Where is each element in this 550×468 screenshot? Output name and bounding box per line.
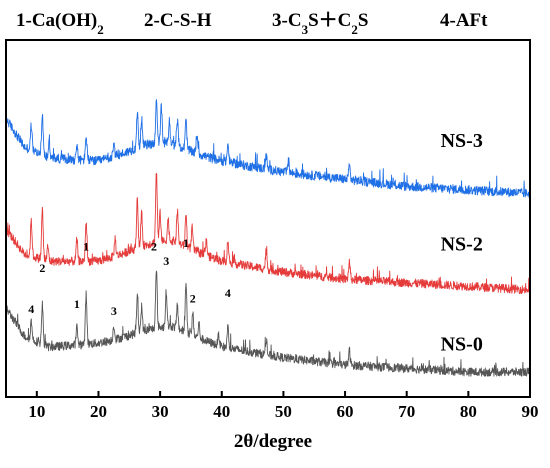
legend-entry-1: 1-Ca(OH)2 (16, 10, 104, 37)
series-label-ns-3: NS-3 (441, 130, 483, 152)
peak-label: 1 (83, 240, 89, 254)
x-tick-label-50: 50 (275, 402, 292, 421)
plot-frame (5, 39, 531, 398)
peak-label: 4 (225, 286, 231, 300)
legend-entry-4: 4-AFt (440, 10, 488, 31)
x-tick-label-30: 30 (152, 402, 169, 421)
legend: 1-Ca(OH)2 2-C-S-H 3-C3S＋C2S 4-AFt (16, 10, 488, 37)
series-label-ns-0: NS-0 (441, 334, 483, 356)
x-tick-label-20: 20 (90, 402, 107, 421)
x-tick-label-10: 10 (28, 402, 45, 421)
x-tick-label-60: 60 (337, 402, 354, 421)
series-line-ns-3 (5, 99, 531, 199)
series-line-ns-2 (5, 172, 531, 295)
x-axis-title: 2θ/degree (234, 431, 312, 452)
x-axis-ticks: 10 20 30 40 50 60 70 80 90 (28, 391, 539, 421)
series-line-ns-0 (5, 270, 531, 377)
peak-label: 3 (163, 254, 169, 268)
peak-label: 3 (111, 304, 117, 318)
x-tick-label-80: 80 (460, 402, 477, 421)
x-tick-label-90: 90 (522, 402, 539, 421)
legend-entry-2: 2-C-S-H (144, 10, 212, 31)
peak-label: 2 (151, 240, 157, 254)
legend-entry-3: 3-C3S＋C2S (272, 10, 368, 37)
peak-label: 1 (183, 236, 189, 250)
peak-label: 4 (28, 302, 34, 316)
peak-label: 2 (190, 291, 196, 305)
x-tick-label-70: 70 (398, 402, 415, 421)
peak-label: 1 (74, 297, 80, 311)
peak-label: 2 (39, 261, 45, 275)
x-tick-label-40: 40 (213, 402, 230, 421)
series-layer (5, 99, 531, 377)
series-labels: NS-3 NS-2 NS-0 (441, 130, 483, 355)
series-label-ns-2: NS-2 (441, 234, 483, 256)
